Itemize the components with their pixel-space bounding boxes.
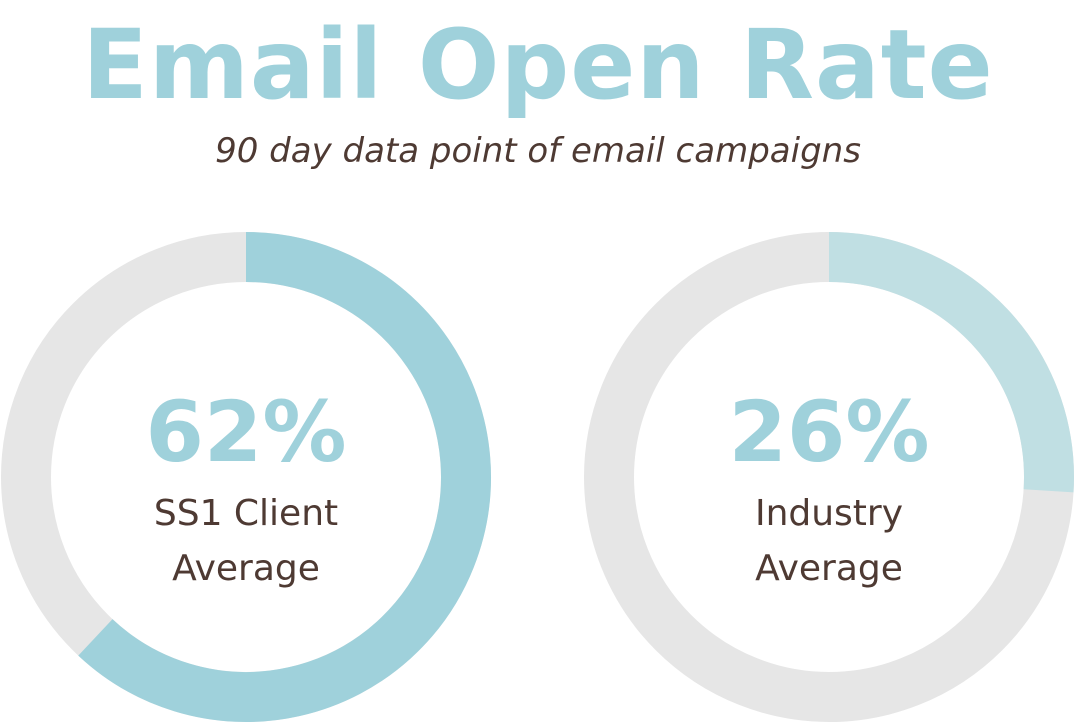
donut-chart-2: 26% Industry Average — [584, 232, 1074, 722]
donut-percent-1: 62% — [145, 383, 346, 481]
donut-percent-2: 26% — [728, 383, 929, 481]
page-subtitle: 90 day data point of email campaigns — [215, 131, 861, 171]
donut-arc-2 — [828, 232, 1074, 493]
donut-label-1-line-1: SS1 Client — [154, 493, 338, 534]
page-title: Email Open Rate — [82, 9, 994, 121]
donut-label-2-line-1: Industry — [755, 493, 903, 534]
donut-label-2-line-2: Average — [755, 548, 903, 589]
donut-chart-1: 62% SS1 Client Average — [1, 232, 491, 722]
donut-arc-1 — [78, 232, 491, 722]
donut-label-1-line-2: Average — [172, 548, 320, 589]
